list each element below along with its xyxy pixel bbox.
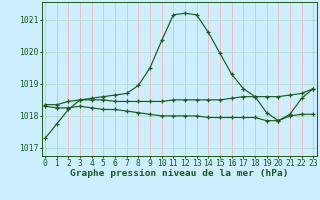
- X-axis label: Graphe pression niveau de la mer (hPa): Graphe pression niveau de la mer (hPa): [70, 169, 288, 178]
